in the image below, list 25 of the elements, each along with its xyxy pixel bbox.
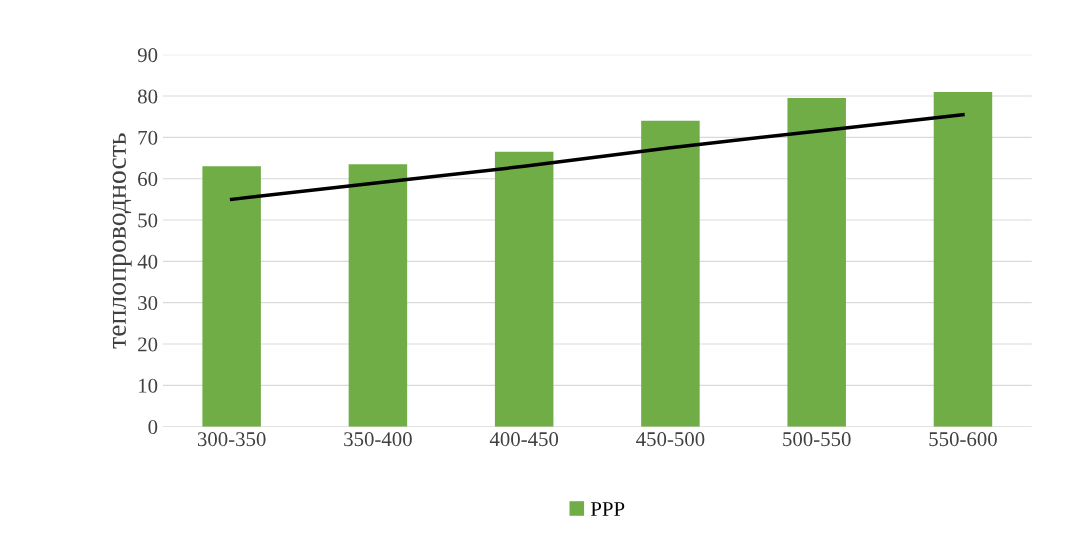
bar: [787, 98, 846, 427]
legend-label: PPP: [590, 502, 625, 516]
y-tick-label: 50: [138, 213, 158, 228]
y-axis-title: теплопроводность: [112, 133, 132, 349]
y-tick-label: 0: [148, 420, 158, 435]
y-tick-label: 90: [137, 48, 158, 63]
x-tick-label: 500-550: [783, 432, 851, 447]
bar: [494, 151, 554, 427]
line-series: [229, 112, 965, 202]
x-tick-label: 550-600: [929, 432, 997, 447]
y-tick-label: 80: [138, 89, 158, 104]
y-tick-label: 10: [139, 378, 158, 393]
bar: [641, 120, 700, 427]
x-tick-label: 350-400: [344, 432, 412, 447]
y-tick-label: 40: [137, 254, 158, 269]
x-tick-label: 300-350: [197, 432, 266, 447]
bar: [202, 166, 261, 427]
y-tick-label: 20: [138, 337, 158, 352]
bar: [348, 164, 408, 427]
y-tick-label: 70: [138, 130, 158, 145]
bar: [933, 91, 993, 427]
y-tick-label: 30: [138, 296, 158, 311]
x-tick-label: 450-500: [636, 432, 705, 447]
x-tick-label: 400-450: [489, 432, 559, 447]
y-tick-label: 60: [138, 172, 158, 187]
